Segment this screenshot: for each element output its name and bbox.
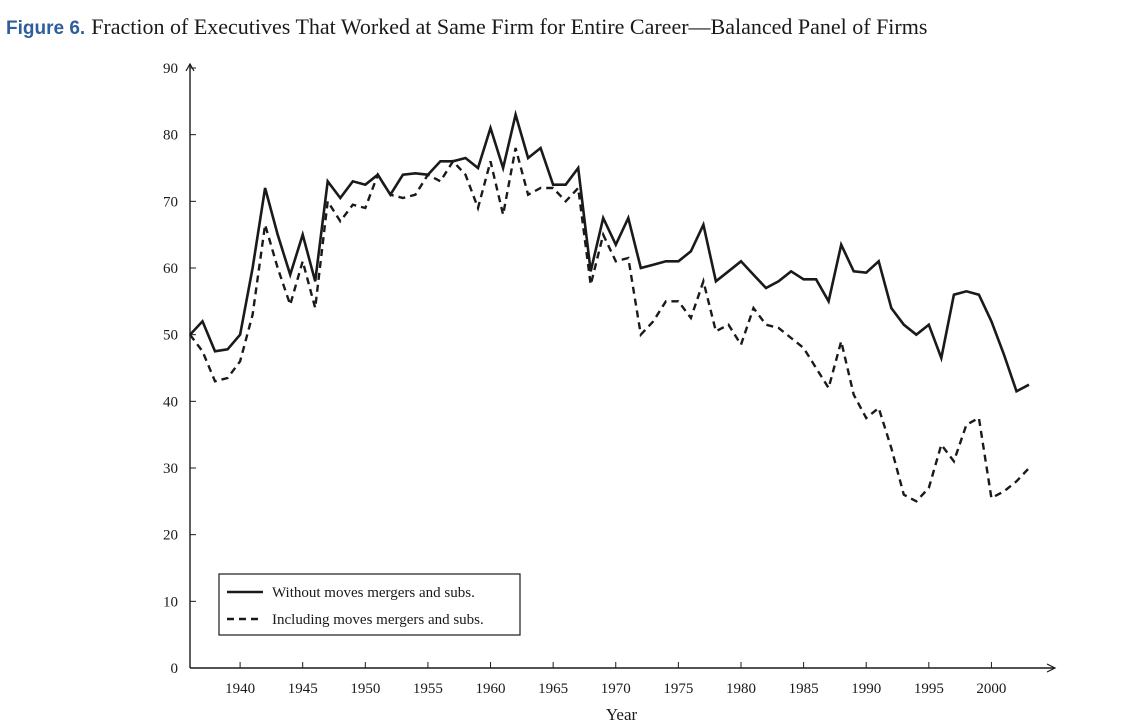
x-tick-label: 1945 <box>288 681 318 697</box>
x-tick-label: 1965 <box>538 681 568 697</box>
series-lines <box>189 109 1030 503</box>
figure-title: Figure 6. Fraction of Executives That Wor… <box>6 14 927 40</box>
y-tick-label: 70 <box>163 194 178 210</box>
figure-title-text: Fraction of Executives That Worked at Sa… <box>91 14 928 39</box>
axes <box>185 62 1057 673</box>
ticks: 0 10 20 30 40 50 60 70 80 90 1940 1945 1950 1955 1960 1… <box>163 61 1006 697</box>
y-tick-label: 10 <box>163 594 178 610</box>
x-tick-label: 1955 <box>413 681 443 697</box>
y-tick-label: 0 <box>171 661 179 677</box>
series-line-without-moves <box>189 109 1030 394</box>
x-tick-label: 1995 <box>914 681 944 697</box>
x-tick-label: 2000 <box>976 681 1006 697</box>
legend-label: Including moves mergers and subs. <box>272 612 484 628</box>
x-axis-arrow <box>1046 663 1057 673</box>
x-tick-label: 1990 <box>851 681 881 697</box>
y-tick-label: 50 <box>163 328 178 344</box>
x-tick-label: 1960 <box>476 681 506 697</box>
legend: Without moves mergers and subs. Including… <box>218 573 521 636</box>
legend-label: Without moves mergers and subs. <box>272 585 475 601</box>
y-tick-label: 40 <box>163 394 178 410</box>
x-tick-label: 1980 <box>726 681 756 697</box>
x-tick-label: 1970 <box>601 681 631 697</box>
x-tick-label: 1985 <box>789 681 819 697</box>
legend-box <box>218 573 521 636</box>
y-tick-label: 80 <box>163 128 178 144</box>
x-tick-label: 1950 <box>350 681 380 697</box>
x-tick-label: 1940 <box>225 681 255 697</box>
y-tick-label: 30 <box>163 461 178 477</box>
series-line-including-moves <box>189 147 1030 503</box>
y-axis-arrow <box>185 62 195 72</box>
figure-label: Figure 6. <box>6 18 86 39</box>
x-axis-title: Year <box>606 705 638 724</box>
x-tick-label: 1975 <box>663 681 693 697</box>
y-tick-label: 90 <box>163 61 178 77</box>
y-tick-label: 60 <box>163 261 178 277</box>
y-tick-label: 20 <box>163 528 178 544</box>
